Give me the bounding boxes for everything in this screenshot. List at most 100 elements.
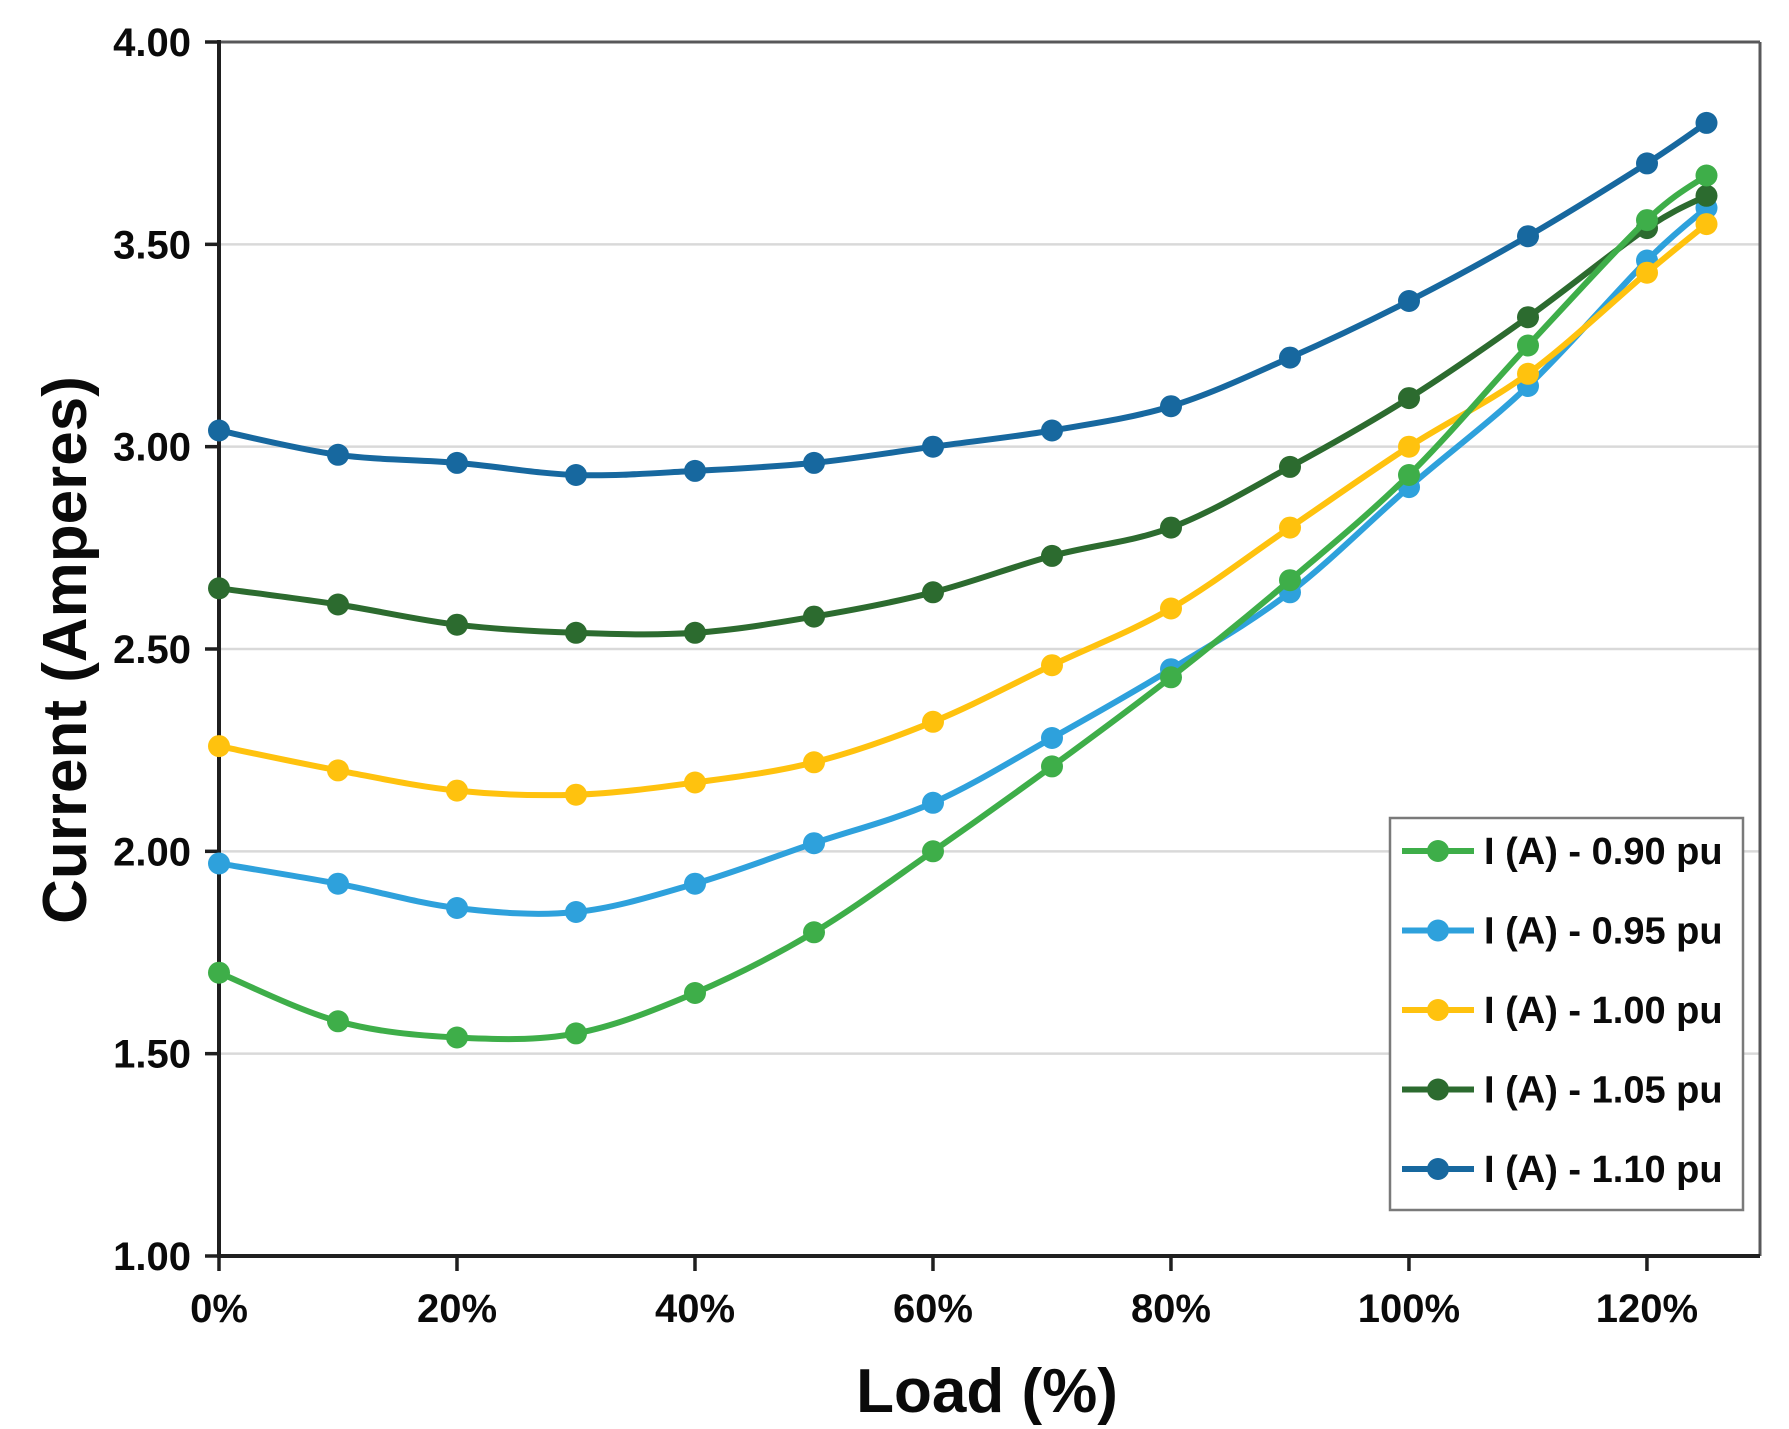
legend-item-0-95-pu: I (A) - 0.95 pu (1402, 911, 1723, 953)
data-point-1-00-pu (684, 771, 706, 794)
data-point-0-90-pu (1041, 755, 1063, 778)
data-point-1-00-pu (1517, 362, 1539, 385)
data-point-1-10-pu (1398, 290, 1420, 312)
data-point-1-10-pu (1517, 225, 1539, 248)
data-series (208, 111, 1718, 1049)
legend-item-1-00-pu: I (A) - 1.00 pu (1402, 990, 1723, 1032)
data-point-1-00-pu (327, 759, 349, 782)
y-axis-title: Current (Amperes) (31, 376, 100, 924)
data-point-1-00-pu (565, 783, 587, 806)
x-tick-label: 80% (1131, 1287, 1211, 1331)
data-point-0-90-pu (922, 840, 944, 863)
data-point-1-10-pu (922, 435, 944, 458)
data-point-1-10-pu (327, 443, 349, 466)
data-point-0-95-pu (327, 872, 349, 895)
data-point-0-90-pu (208, 961, 230, 984)
data-point-1-00-pu (1279, 516, 1301, 539)
data-point-0-90-pu (1398, 464, 1420, 486)
legend-marker-0-95-pu (1427, 919, 1449, 942)
data-point-0-95-pu (684, 872, 706, 895)
data-point-0-90-pu (684, 982, 706, 1004)
data-point-0-90-pu (565, 1022, 587, 1045)
y-tick-label: 3.50 (113, 223, 191, 267)
x-tick-label: 40% (655, 1287, 735, 1331)
data-point-1-10-pu (565, 464, 587, 486)
data-point-1-05-pu (803, 605, 825, 628)
data-point-1-10-pu (1160, 395, 1182, 418)
series-1-00-pu (208, 213, 1718, 806)
data-point-1-05-pu (1695, 184, 1718, 207)
series-0-95-pu (208, 196, 1718, 923)
legend-item-1-10-pu: I (A) - 1.10 pu (1402, 1149, 1723, 1191)
data-point-1-05-pu (1279, 455, 1301, 478)
data-point-1-10-pu (1695, 111, 1718, 134)
legend-marker-0-90-pu (1427, 840, 1449, 862)
data-point-1-05-pu (1160, 516, 1182, 539)
legend-item-1-05-pu: I (A) - 1.05 pu (1402, 1070, 1723, 1112)
data-point-0-95-pu (446, 897, 468, 919)
data-point-0-90-pu (446, 1026, 468, 1049)
data-point-1-05-pu (1041, 544, 1063, 567)
x-tick-label: 100% (1358, 1287, 1460, 1331)
data-point-1-00-pu (922, 710, 944, 733)
legend-label-0-90-pu: I (A) - 0.90 pu (1484, 831, 1723, 873)
x-axis-title: Load (%) (856, 1357, 1118, 1426)
data-point-1-05-pu (684, 621, 706, 644)
series-line-0-95-pu (216, 204, 1710, 917)
series-line-1-00-pu (216, 221, 1710, 799)
x-tick-label: 60% (893, 1287, 973, 1331)
data-point-1-00-pu (1160, 597, 1182, 620)
series-1-05-pu (208, 184, 1718, 644)
data-point-1-05-pu (565, 621, 587, 644)
data-point-1-10-pu (1636, 152, 1658, 175)
data-point-1-00-pu (1636, 261, 1658, 284)
data-point-1-00-pu (446, 779, 468, 802)
data-point-1-05-pu (1398, 387, 1420, 410)
data-point-1-05-pu (446, 613, 468, 636)
data-point-0-90-pu (1517, 334, 1539, 357)
data-point-1-00-pu (208, 735, 230, 758)
y-tick-label: 2.50 (113, 628, 191, 672)
legend-marker-1-00-pu (1427, 999, 1449, 1021)
series-line-0-90-pu (216, 172, 1710, 1043)
legend-marker-1-10-pu (1427, 1158, 1449, 1180)
y-tick-label: 4.00 (113, 21, 191, 65)
legend-box (1388, 816, 1745, 1212)
data-point-0-90-pu (327, 1010, 349, 1033)
data-point-0-95-pu (922, 791, 944, 814)
legend-marker-1-05-pu (1427, 1078, 1449, 1101)
y-tick-label: 3.00 (113, 426, 191, 470)
data-point-1-05-pu (208, 577, 230, 600)
data-point-1-10-pu (1041, 419, 1063, 442)
data-point-0-95-pu (1041, 727, 1063, 749)
data-point-1-10-pu (208, 419, 230, 442)
data-point-1-05-pu (327, 593, 349, 616)
x-tick-label: 20% (417, 1287, 497, 1331)
data-point-0-90-pu (803, 921, 825, 944)
data-point-1-00-pu (803, 751, 825, 774)
data-point-1-00-pu (1041, 654, 1063, 677)
data-point-0-90-pu (1695, 164, 1718, 187)
legend-item-0-90-pu: I (A) - 0.90 pu (1402, 831, 1723, 873)
chart-legend: I (A) - 0.90 pu I (A) - 0.95 pu I (A) - 1.… (1388, 816, 1745, 1212)
data-point-1-10-pu (684, 459, 706, 482)
axis-ticks: 1.00 1.50 2.00 2.50 3.00 3.50 4.00 0% 20% 40% 60% 8… (113, 21, 1698, 1331)
data-point-1-00-pu (1695, 213, 1718, 236)
series-0-90-pu (208, 164, 1718, 1049)
data-point-1-10-pu (1279, 346, 1301, 369)
data-point-0-90-pu (1279, 569, 1301, 592)
y-tick-label: 1.50 (113, 1033, 191, 1077)
data-point-0-90-pu (1160, 666, 1182, 689)
data-point-1-05-pu (1517, 306, 1539, 329)
data-point-0-95-pu (208, 852, 230, 875)
x-tick-label: 0% (190, 1287, 248, 1331)
data-point-1-05-pu (922, 581, 944, 604)
legend-label-1-10-pu: I (A) - 1.10 pu (1484, 1149, 1723, 1191)
y-tick-label: 1.00 (113, 1235, 191, 1279)
data-point-0-95-pu (565, 901, 587, 923)
series-1-10-pu (208, 111, 1718, 486)
data-point-0-95-pu (803, 832, 825, 855)
series-line-1-05-pu (216, 192, 1710, 638)
